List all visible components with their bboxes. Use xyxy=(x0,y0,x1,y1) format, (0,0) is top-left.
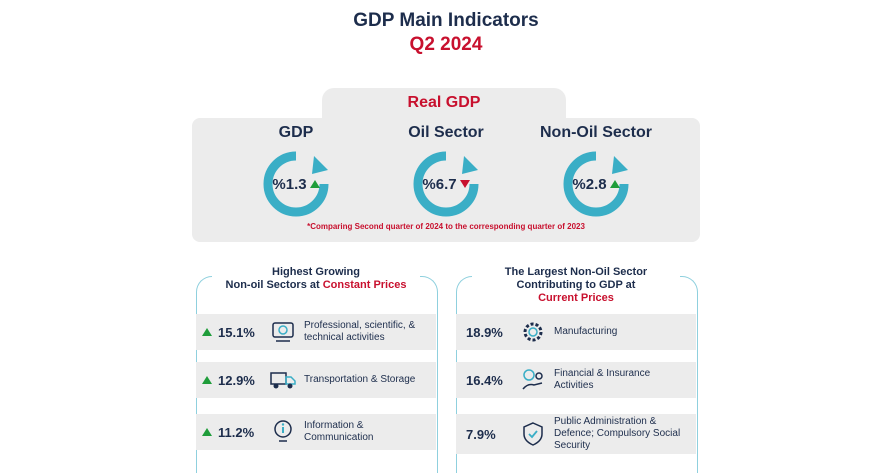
sector-label: Public Administration & Defence; Compuls… xyxy=(554,416,681,451)
list-item: 16.4% Financial & Insurance Activities xyxy=(456,362,696,398)
sector-value: 11.2% xyxy=(218,424,255,440)
list-item: 18.9% Manufacturing xyxy=(456,314,696,350)
cycle-ring-icon: %2.8 xyxy=(562,150,630,218)
right-panel-title: The Largest Non-Oil Sector Contributing … xyxy=(472,266,680,305)
left-panel-title: Highest Growing Non-oil Sectors at Const… xyxy=(212,266,420,292)
up-arrow-icon xyxy=(202,428,212,436)
indicator-non-oil-sector: Non-Oil Sector %2.8 xyxy=(516,124,676,218)
page-title: GDP Main Indicators xyxy=(353,10,539,31)
sector-label: Manufacturing xyxy=(554,326,618,337)
list-item: 7.9% Public Administration & Defence; Co… xyxy=(456,414,696,454)
up-arrow-icon xyxy=(202,328,212,336)
sector-label: Professional, scientific, & technical ac… xyxy=(304,320,416,343)
cycle-ring-icon: %6.7 xyxy=(412,150,480,218)
right-panel-title-line1: The Largest Non-Oil Sector xyxy=(504,266,648,278)
page-subtitle: Q2 2024 xyxy=(409,34,483,55)
gear-icon xyxy=(516,317,550,347)
sector-label: Information & Communication xyxy=(304,420,374,443)
sector-label: Transportation & Storage xyxy=(304,374,416,385)
footnote: *Comparing Second quarter of 2024 to the… xyxy=(307,222,585,231)
list-item: 12.9% Transportation & Storage xyxy=(196,362,436,398)
indicator-value: %2.8 xyxy=(572,175,607,193)
sector-value: 15.1% xyxy=(218,324,255,340)
truck-icon xyxy=(266,365,300,395)
sector-label: Financial & Insurance Activities xyxy=(554,368,651,391)
sector-value: 7.9% xyxy=(466,426,496,442)
shield-icon xyxy=(516,419,550,449)
indicator-value: %1.3 xyxy=(272,175,307,193)
right-panel-title-highlight: Current Prices xyxy=(538,292,614,304)
indicator-value: %6.7 xyxy=(422,175,457,193)
sector-value: 18.9% xyxy=(466,324,503,340)
list-item: 11.2% Information & Communication xyxy=(196,414,436,450)
info-icon xyxy=(266,417,300,447)
right-panel-title-line2: Contributing to GDP at xyxy=(516,279,636,291)
left-panel-title-highlight: Constant Prices xyxy=(322,279,407,291)
up-arrow-icon xyxy=(202,376,212,384)
indicator-name: Non-Oil Sector xyxy=(539,124,652,141)
microscope-icon xyxy=(266,317,300,347)
sector-value: 16.4% xyxy=(466,372,503,388)
sector-value: 12.9% xyxy=(218,372,255,388)
indicator-gdp: GDP %1.3 xyxy=(216,124,376,218)
left-panel-title-line2: Non-oil Sectors at xyxy=(225,279,323,291)
down-arrow-icon xyxy=(459,180,470,188)
up-arrow-icon xyxy=(609,180,620,188)
left-panel-title-line1: Highest Growing xyxy=(272,266,360,278)
indicator-name: Oil Sector xyxy=(408,124,484,141)
list-item: 15.1% Professional, scientific, & techni… xyxy=(196,314,436,350)
up-arrow-icon xyxy=(309,180,320,188)
cycle-ring-icon: %1.3 xyxy=(262,150,330,218)
money-icon xyxy=(516,365,550,395)
real-gdp-label: Real GDP xyxy=(322,88,566,120)
indicator-name: GDP xyxy=(278,124,314,141)
indicator-oil-sector: Oil Sector %6.7 xyxy=(366,124,526,218)
